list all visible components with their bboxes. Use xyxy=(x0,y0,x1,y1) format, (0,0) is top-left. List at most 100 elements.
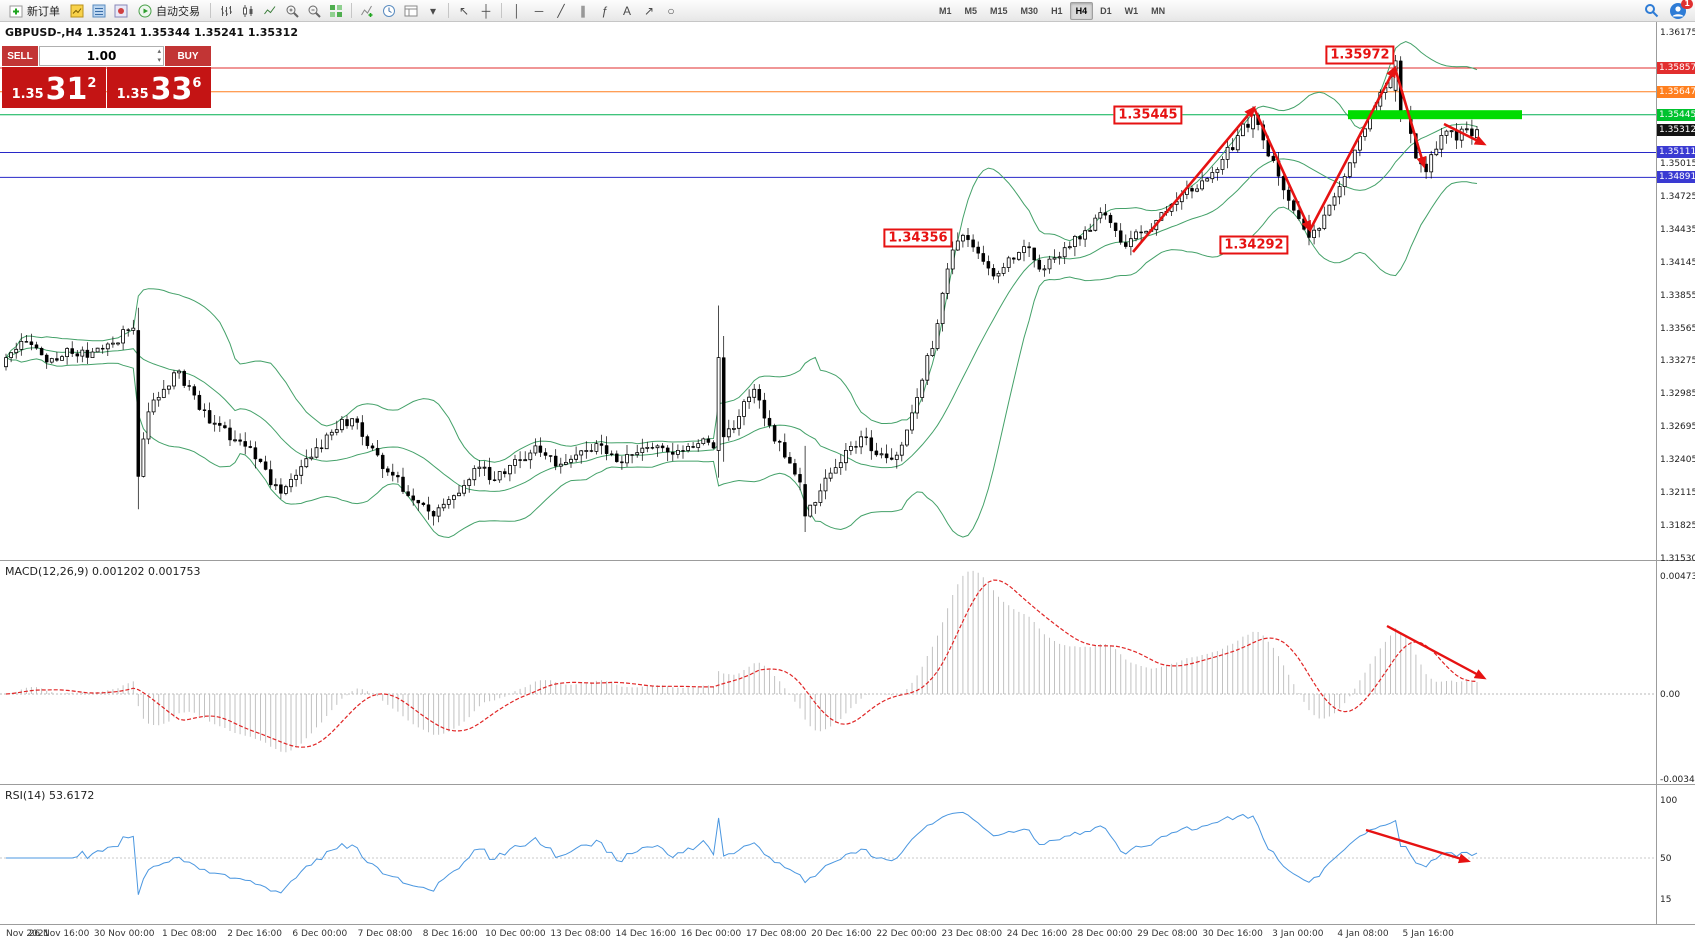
time-axis-label[interactable]: 20 Dec 16:00 xyxy=(811,929,872,939)
spinner-up-icon[interactable]: ▴ xyxy=(157,47,161,55)
sell-price-button[interactable]: 1.35 31 2 xyxy=(2,67,106,108)
cursor-icon[interactable]: ↖ xyxy=(458,3,470,18)
new-order-label: 新订单 xyxy=(27,5,60,18)
time-axis-label[interactable]: 4 Jan 08:00 xyxy=(1337,929,1389,939)
indicators-icon[interactable] xyxy=(357,1,377,20)
sell-button[interactable]: SELL xyxy=(2,46,38,66)
time-axis-label[interactable]: 28 Dec 00:00 xyxy=(1071,929,1133,939)
auto-trading-button[interactable]: 自动交易 xyxy=(133,1,205,20)
timeframe-m5[interactable]: M5 xyxy=(964,5,978,16)
vertical-line-icon[interactable]: │ xyxy=(513,3,521,18)
periods-icon[interactable] xyxy=(379,1,399,20)
price-tick: 1.34435 xyxy=(1660,225,1695,236)
panel-divider[interactable] xyxy=(0,784,1695,785)
auto-trading-label: 自动交易 xyxy=(156,5,200,18)
line-chart-icon[interactable] xyxy=(260,1,280,20)
sell-price-sup: 2 xyxy=(87,76,97,91)
time-axis-label[interactable]: 5 Jan 16:00 xyxy=(1402,929,1454,939)
price-annotation-box: 1.34356 xyxy=(883,228,953,248)
time-axis-label[interactable]: 1 Dec 08:00 xyxy=(161,929,217,939)
horizontal-line-icon[interactable]: ─ xyxy=(534,3,544,18)
ohlc-bars-icon[interactable] xyxy=(216,1,236,20)
price-badge: 1.35445 xyxy=(1657,108,1695,121)
time-axis-label[interactable]: 24 Dec 16:00 xyxy=(1006,929,1068,939)
price-tick: 1.35015 xyxy=(1660,159,1695,170)
price-axis-border xyxy=(1656,22,1657,924)
time-axis-label[interactable]: 3 Jan 00:00 xyxy=(1272,929,1324,939)
buy-price-prefix: 1.35 xyxy=(116,87,149,102)
time-axis-label[interactable]: 22 Dec 00:00 xyxy=(876,929,937,939)
time-axis-label[interactable]: 26 Nov 16:00 xyxy=(28,929,90,939)
time-axis-label[interactable]: 10 Dec 00:00 xyxy=(485,929,546,939)
timeframe-d1[interactable]: D1 xyxy=(1100,5,1112,16)
price-tick: 1.32115 xyxy=(1660,487,1695,498)
crosshair-icon[interactable]: ┼ xyxy=(481,3,491,18)
timeframe-m1[interactable]: M1 xyxy=(939,5,952,16)
bear-candles xyxy=(24,60,1474,517)
support-zone xyxy=(1348,110,1522,120)
bull-candles xyxy=(4,60,1479,517)
time-axis-label[interactable]: 17 Dec 08:00 xyxy=(745,929,807,939)
toolbar-caret-icon[interactable]: ▾ xyxy=(429,3,437,18)
toolbar: 新订单 自动交易 ▾ ↖ ┼ │ ─ ╱ ∥ ƒ A ↗ ○ M1 M5 M15 M3… xyxy=(0,0,1695,22)
time-axis-label[interactable]: 13 Dec 08:00 xyxy=(550,929,611,939)
text-tool-icon[interactable]: A xyxy=(622,3,631,18)
navigator-icon[interactable] xyxy=(111,1,131,20)
timeframe-h4[interactable]: H4 xyxy=(1069,1,1094,20)
chart-canvas[interactable] xyxy=(0,0,1656,943)
time-axis-label[interactable]: 30 Nov 00:00 xyxy=(93,929,155,939)
price-tick: 1.34145 xyxy=(1660,257,1695,268)
candlestick-icon[interactable] xyxy=(238,1,258,20)
zoom-out-icon[interactable] xyxy=(304,1,324,20)
zoom-in-icon[interactable] xyxy=(282,1,302,20)
arrows-tool-icon[interactable]: ↗ xyxy=(643,3,655,18)
timeframe-w1[interactable]: W1 xyxy=(1124,5,1139,16)
timeframe-m15[interactable]: M15 xyxy=(990,5,1008,16)
price-badge: 1.35111 xyxy=(1657,146,1695,159)
time-axis-label[interactable]: 8 Dec 16:00 xyxy=(422,929,478,939)
sell-price-big: 31 xyxy=(45,72,88,107)
timeframe-h1[interactable]: H1 xyxy=(1051,5,1063,16)
macd-axis-label: 0.004733 xyxy=(1660,571,1695,582)
time-axis-label[interactable]: 30 Dec 16:00 xyxy=(1202,929,1263,939)
price-tick: 1.34725 xyxy=(1660,192,1695,203)
time-axis-label[interactable]: 16 Dec 00:00 xyxy=(680,929,742,939)
buy-price-sup: 6 xyxy=(192,76,202,91)
trend-arrow xyxy=(1393,67,1427,169)
trend-arrow xyxy=(1132,105,1256,253)
account-icon[interactable]: 1 xyxy=(1669,0,1693,20)
one-click-trading-panel: SELL 1.00 ▴ ▾ BUY 1.35 31 2 1.35 33 6 xyxy=(2,46,211,108)
time-axis-label[interactable]: 29 Dec 08:00 xyxy=(1137,929,1198,939)
buy-price-button[interactable]: 1.35 33 6 xyxy=(107,67,211,108)
time-axis-label[interactable]: 7 Dec 08:00 xyxy=(357,929,413,939)
trendline-icon[interactable]: ╱ xyxy=(557,3,565,18)
volume-spinner[interactable]: ▴ ▾ xyxy=(157,47,161,65)
time-axis-label[interactable]: 2 Dec 16:00 xyxy=(227,929,282,939)
new-order-button[interactable]: 新订单 xyxy=(4,1,65,20)
price-annotation-box: 1.35972 xyxy=(1325,45,1395,65)
timeframe-mn[interactable]: MN xyxy=(1151,5,1166,16)
panel-divider[interactable] xyxy=(0,560,1695,561)
time-axis-label[interactable]: Nov 2021 xyxy=(6,929,50,939)
spinner-down-icon[interactable]: ▾ xyxy=(157,56,161,64)
bollinger-band xyxy=(5,40,1478,463)
toolbar-right: 1 xyxy=(1641,0,1693,20)
time-axis-label[interactable]: 6 Dec 00:00 xyxy=(292,929,348,939)
fibonacci-icon[interactable]: ƒ xyxy=(601,3,609,18)
channel-icon[interactable]: ∥ xyxy=(580,3,586,18)
data-window-icon[interactable] xyxy=(89,1,109,20)
macd-axis-label: 0.00 xyxy=(1660,690,1681,700)
time-axis-label[interactable]: 23 Dec 08:00 xyxy=(941,929,1003,939)
time-axis-label[interactable]: 14 Dec 16:00 xyxy=(615,929,677,939)
shapes-tool-icon[interactable]: ○ xyxy=(667,3,675,18)
tile-windows-icon[interactable] xyxy=(326,1,346,20)
templates-icon[interactable] xyxy=(401,1,421,20)
toolbar-separator xyxy=(351,3,352,18)
timeframe-m30[interactable]: M30 xyxy=(1020,5,1039,16)
volume-input[interactable]: 1.00 ▴ ▾ xyxy=(39,46,164,66)
sell-price-prefix: 1.35 xyxy=(11,87,44,102)
market-watch-icon[interactable] xyxy=(67,1,87,20)
search-icon[interactable] xyxy=(1641,1,1661,20)
buy-button[interactable]: BUY xyxy=(165,46,211,66)
